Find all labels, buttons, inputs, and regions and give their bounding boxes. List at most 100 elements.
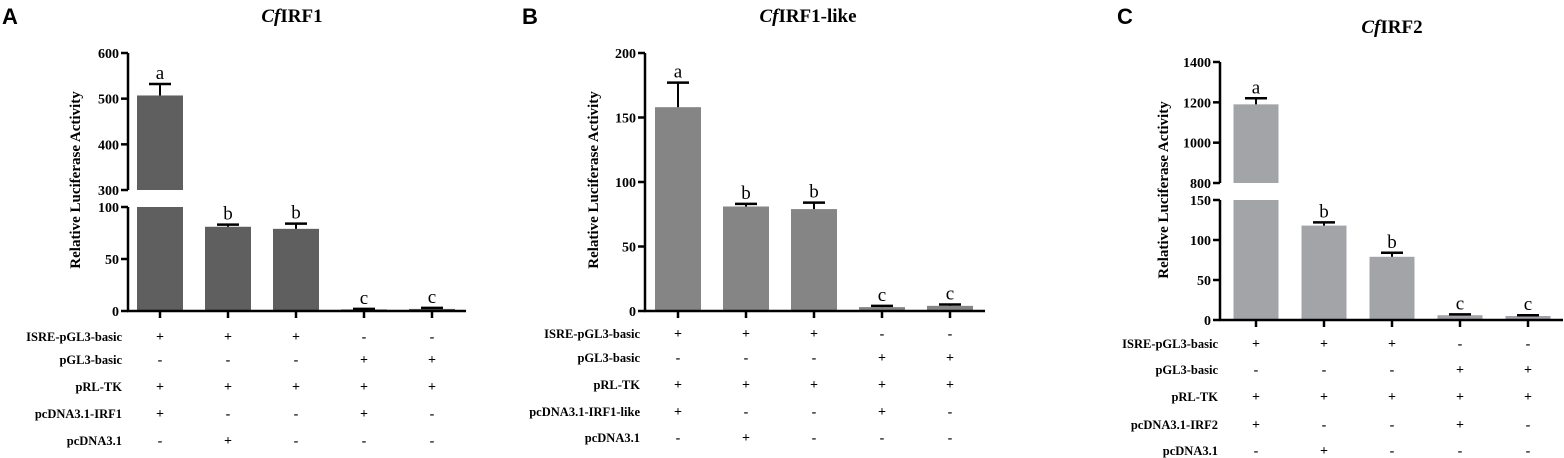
- plus-mark: +: [1524, 390, 1532, 405]
- minus-mark: -: [812, 405, 817, 420]
- plus-mark: +: [428, 353, 436, 368]
- plus-mark: +: [1252, 390, 1260, 405]
- chart-title-italic: Cf: [261, 6, 282, 27]
- condition-label: ISRE-pGL3-basic: [1122, 337, 1218, 351]
- minus-mark: -: [880, 431, 885, 446]
- condition-label: pGL3-basic: [1155, 363, 1218, 377]
- condition-label: pRL-TK: [75, 380, 122, 394]
- minus-mark: -: [1390, 418, 1395, 433]
- condition-label: pcDNA3.1-IRF2: [1131, 418, 1218, 432]
- plus-mark: +: [1320, 444, 1328, 458]
- plus-mark: +: [878, 378, 886, 393]
- plus-mark: +: [810, 378, 818, 393]
- condition-label: ISRE-pGL3-basic: [544, 327, 640, 341]
- bar: [273, 228, 319, 311]
- minus-mark: -: [1526, 444, 1531, 458]
- minus-mark: -: [294, 353, 299, 368]
- plus-mark: +: [156, 407, 164, 422]
- bar: [1369, 256, 1415, 320]
- bar: [791, 209, 837, 311]
- plus-mark: +: [742, 327, 750, 342]
- minus-mark: -: [430, 407, 435, 422]
- significance-letter: c: [1524, 294, 1532, 315]
- minus-mark: -: [1526, 418, 1531, 433]
- condition-label: pRL-TK: [593, 378, 640, 392]
- plus-mark: +: [1252, 418, 1260, 433]
- minus-mark: -: [812, 351, 817, 366]
- y-tick-label: 150: [615, 112, 636, 127]
- bar: [1505, 316, 1551, 320]
- minus-mark: -: [676, 431, 681, 446]
- minus-mark: -: [362, 434, 367, 449]
- plus-mark: +: [1524, 363, 1532, 378]
- minus-mark: -: [430, 330, 435, 345]
- significance-letter: b: [223, 204, 233, 225]
- condition-label: pGL3-basic: [577, 351, 640, 365]
- y-tick-label: 100: [1190, 234, 1211, 249]
- significance-letter: b: [1319, 201, 1329, 222]
- minus-mark: -: [948, 405, 953, 420]
- significance-letter: c: [878, 285, 886, 306]
- y-axis-label: Relative Luciferase Activity: [1156, 101, 1172, 279]
- y-tick-label: 400: [98, 138, 119, 153]
- minus-mark: -: [1458, 444, 1463, 458]
- significance-letter: a: [1252, 77, 1261, 98]
- condition-label: pcDNA3.1-IRF1: [35, 407, 122, 421]
- y-tick-label: 800: [1190, 177, 1211, 192]
- plus-mark: +: [742, 431, 750, 446]
- plus-mark: +: [224, 330, 232, 345]
- plus-mark: +: [878, 405, 886, 420]
- bar-upper: [137, 95, 183, 190]
- condition-label: pcDNA3.1-IRF1-like: [529, 405, 640, 419]
- y-tick-label: 600: [98, 47, 119, 62]
- bar: [927, 305, 973, 311]
- significance-letter: b: [809, 182, 819, 203]
- bar-upper: [1233, 104, 1279, 183]
- minus-mark: -: [1322, 363, 1327, 378]
- significance-letter: a: [156, 63, 165, 84]
- panel-a: A CfIRF1 Relative Luciferase Activity 0 50 10…: [2, 4, 466, 449]
- minus-mark: -: [676, 351, 681, 366]
- minus-mark: -: [948, 327, 953, 342]
- plus-mark: +: [156, 380, 164, 395]
- chart-title: CfIRF1-like: [759, 6, 856, 27]
- y-tick-label: 0: [629, 305, 636, 320]
- plus-mark: +: [1388, 390, 1396, 405]
- condition-label: pcDNA3.1: [1163, 444, 1218, 458]
- panel-label: A: [2, 4, 18, 29]
- bar-lower: [137, 207, 183, 311]
- y-axis-label: Relative Luciferase Activity: [68, 91, 84, 269]
- y-tick-label: 50: [622, 241, 636, 256]
- minus-mark: -: [1254, 363, 1259, 378]
- minus-mark: -: [1390, 363, 1395, 378]
- plus-mark: +: [1456, 363, 1464, 378]
- y-tick-label: 300: [98, 184, 119, 199]
- significance-letter: a: [674, 62, 683, 83]
- plus-mark: +: [360, 380, 368, 395]
- minus-mark: -: [1322, 418, 1327, 433]
- plus-mark: +: [156, 330, 164, 345]
- minus-mark: -: [430, 434, 435, 449]
- minus-mark: -: [226, 353, 231, 368]
- y-tick-label: 1400: [1183, 56, 1211, 71]
- panel-label: C: [1117, 4, 1133, 29]
- plus-mark: +: [946, 378, 954, 393]
- y-tick-label: 50: [105, 253, 119, 268]
- plus-mark: +: [1456, 418, 1464, 433]
- chart-title: CfIRF1: [261, 6, 322, 27]
- bar: [655, 107, 701, 312]
- significance-letter: c: [946, 284, 954, 305]
- chart-title-rest: IRF2: [1380, 17, 1422, 38]
- panel-b: B CfIRF1-like Relative Luciferase Activity…: [522, 4, 985, 446]
- minus-mark: -: [1458, 337, 1463, 352]
- y-tick-label: 1200: [1183, 96, 1211, 111]
- minus-mark: -: [948, 431, 953, 446]
- plus-mark: +: [224, 380, 232, 395]
- plus-mark: +: [1320, 390, 1328, 405]
- minus-mark: -: [158, 353, 163, 368]
- plus-mark: +: [1388, 337, 1396, 352]
- plus-mark: +: [674, 378, 682, 393]
- chart-title-italic: Cf: [759, 6, 780, 27]
- plus-mark: +: [1320, 337, 1328, 352]
